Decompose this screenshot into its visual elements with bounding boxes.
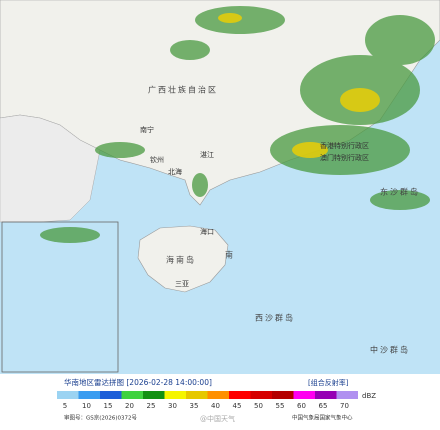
legend-swatch — [143, 391, 165, 399]
place-label: 南宁 — [140, 125, 154, 134]
place-label: 南 — [225, 250, 235, 260]
unit: dBZ — [362, 392, 376, 400]
legend-swatch — [250, 391, 272, 399]
legend-label: 50 — [254, 402, 263, 410]
legend-label: 55 — [276, 402, 285, 410]
product: [组合反射率] — [308, 378, 349, 387]
place-label: 钦州 — [150, 155, 164, 164]
legend-swatch — [164, 391, 186, 399]
place-label: 广西壮族自治区 — [148, 85, 218, 95]
legend-swatch — [121, 391, 143, 399]
place-label: 澳门特别行政区 — [320, 153, 369, 162]
legend-label: 15 — [104, 402, 113, 410]
legend-label: 10 — [82, 402, 91, 410]
legend-swatch — [229, 391, 251, 399]
legend-swatch — [78, 391, 100, 399]
place-label: 海口 — [200, 227, 214, 236]
legend-swatch — [293, 391, 315, 399]
place-label: 中沙群岛 — [370, 345, 410, 355]
place-label: 北海 — [168, 167, 182, 176]
legend-swatch — [186, 391, 208, 399]
title: 华南地区雷达拼图 [2026-02-28 14:00:00] — [64, 377, 212, 387]
legend-swatch — [336, 391, 358, 399]
legend-label: 60 — [297, 402, 306, 410]
radar-echoes-strong — [218, 13, 380, 158]
place-label: 西沙群岛 — [255, 313, 295, 323]
legend-swatch — [207, 391, 229, 399]
place-label: 三亚 — [175, 280, 189, 288]
legend-swatch — [57, 391, 79, 399]
place-label: 海南岛 — [166, 255, 196, 265]
approval: 审图号：GS京(2026)0372号 — [64, 414, 138, 422]
place-label: 香港特别行政区 — [320, 141, 369, 150]
legend-label: 45 — [233, 402, 242, 410]
legend-label: 25 — [147, 402, 156, 410]
legend-label: 30 — [168, 402, 177, 410]
legend-label: 5 — [63, 402, 67, 410]
legend-label: 40 — [211, 402, 220, 410]
legend-label: 35 — [190, 402, 199, 410]
place-label: 湛江 — [200, 151, 214, 159]
watermark: @中国天气 — [200, 414, 235, 423]
legend-label: 20 — [125, 402, 134, 410]
place-label: 东沙群岛 — [380, 187, 420, 197]
legend-panel — [0, 374, 440, 426]
hainan-island — [137, 225, 229, 293]
legend-swatch — [315, 391, 337, 399]
inset-frame — [1, 221, 119, 373]
legend-swatch — [100, 391, 122, 399]
legend-label: 70 — [340, 402, 349, 410]
legend-swatch — [272, 391, 294, 399]
agency: 中国气象局国家气象中心 — [292, 414, 353, 422]
legend-label: 65 — [319, 402, 328, 410]
